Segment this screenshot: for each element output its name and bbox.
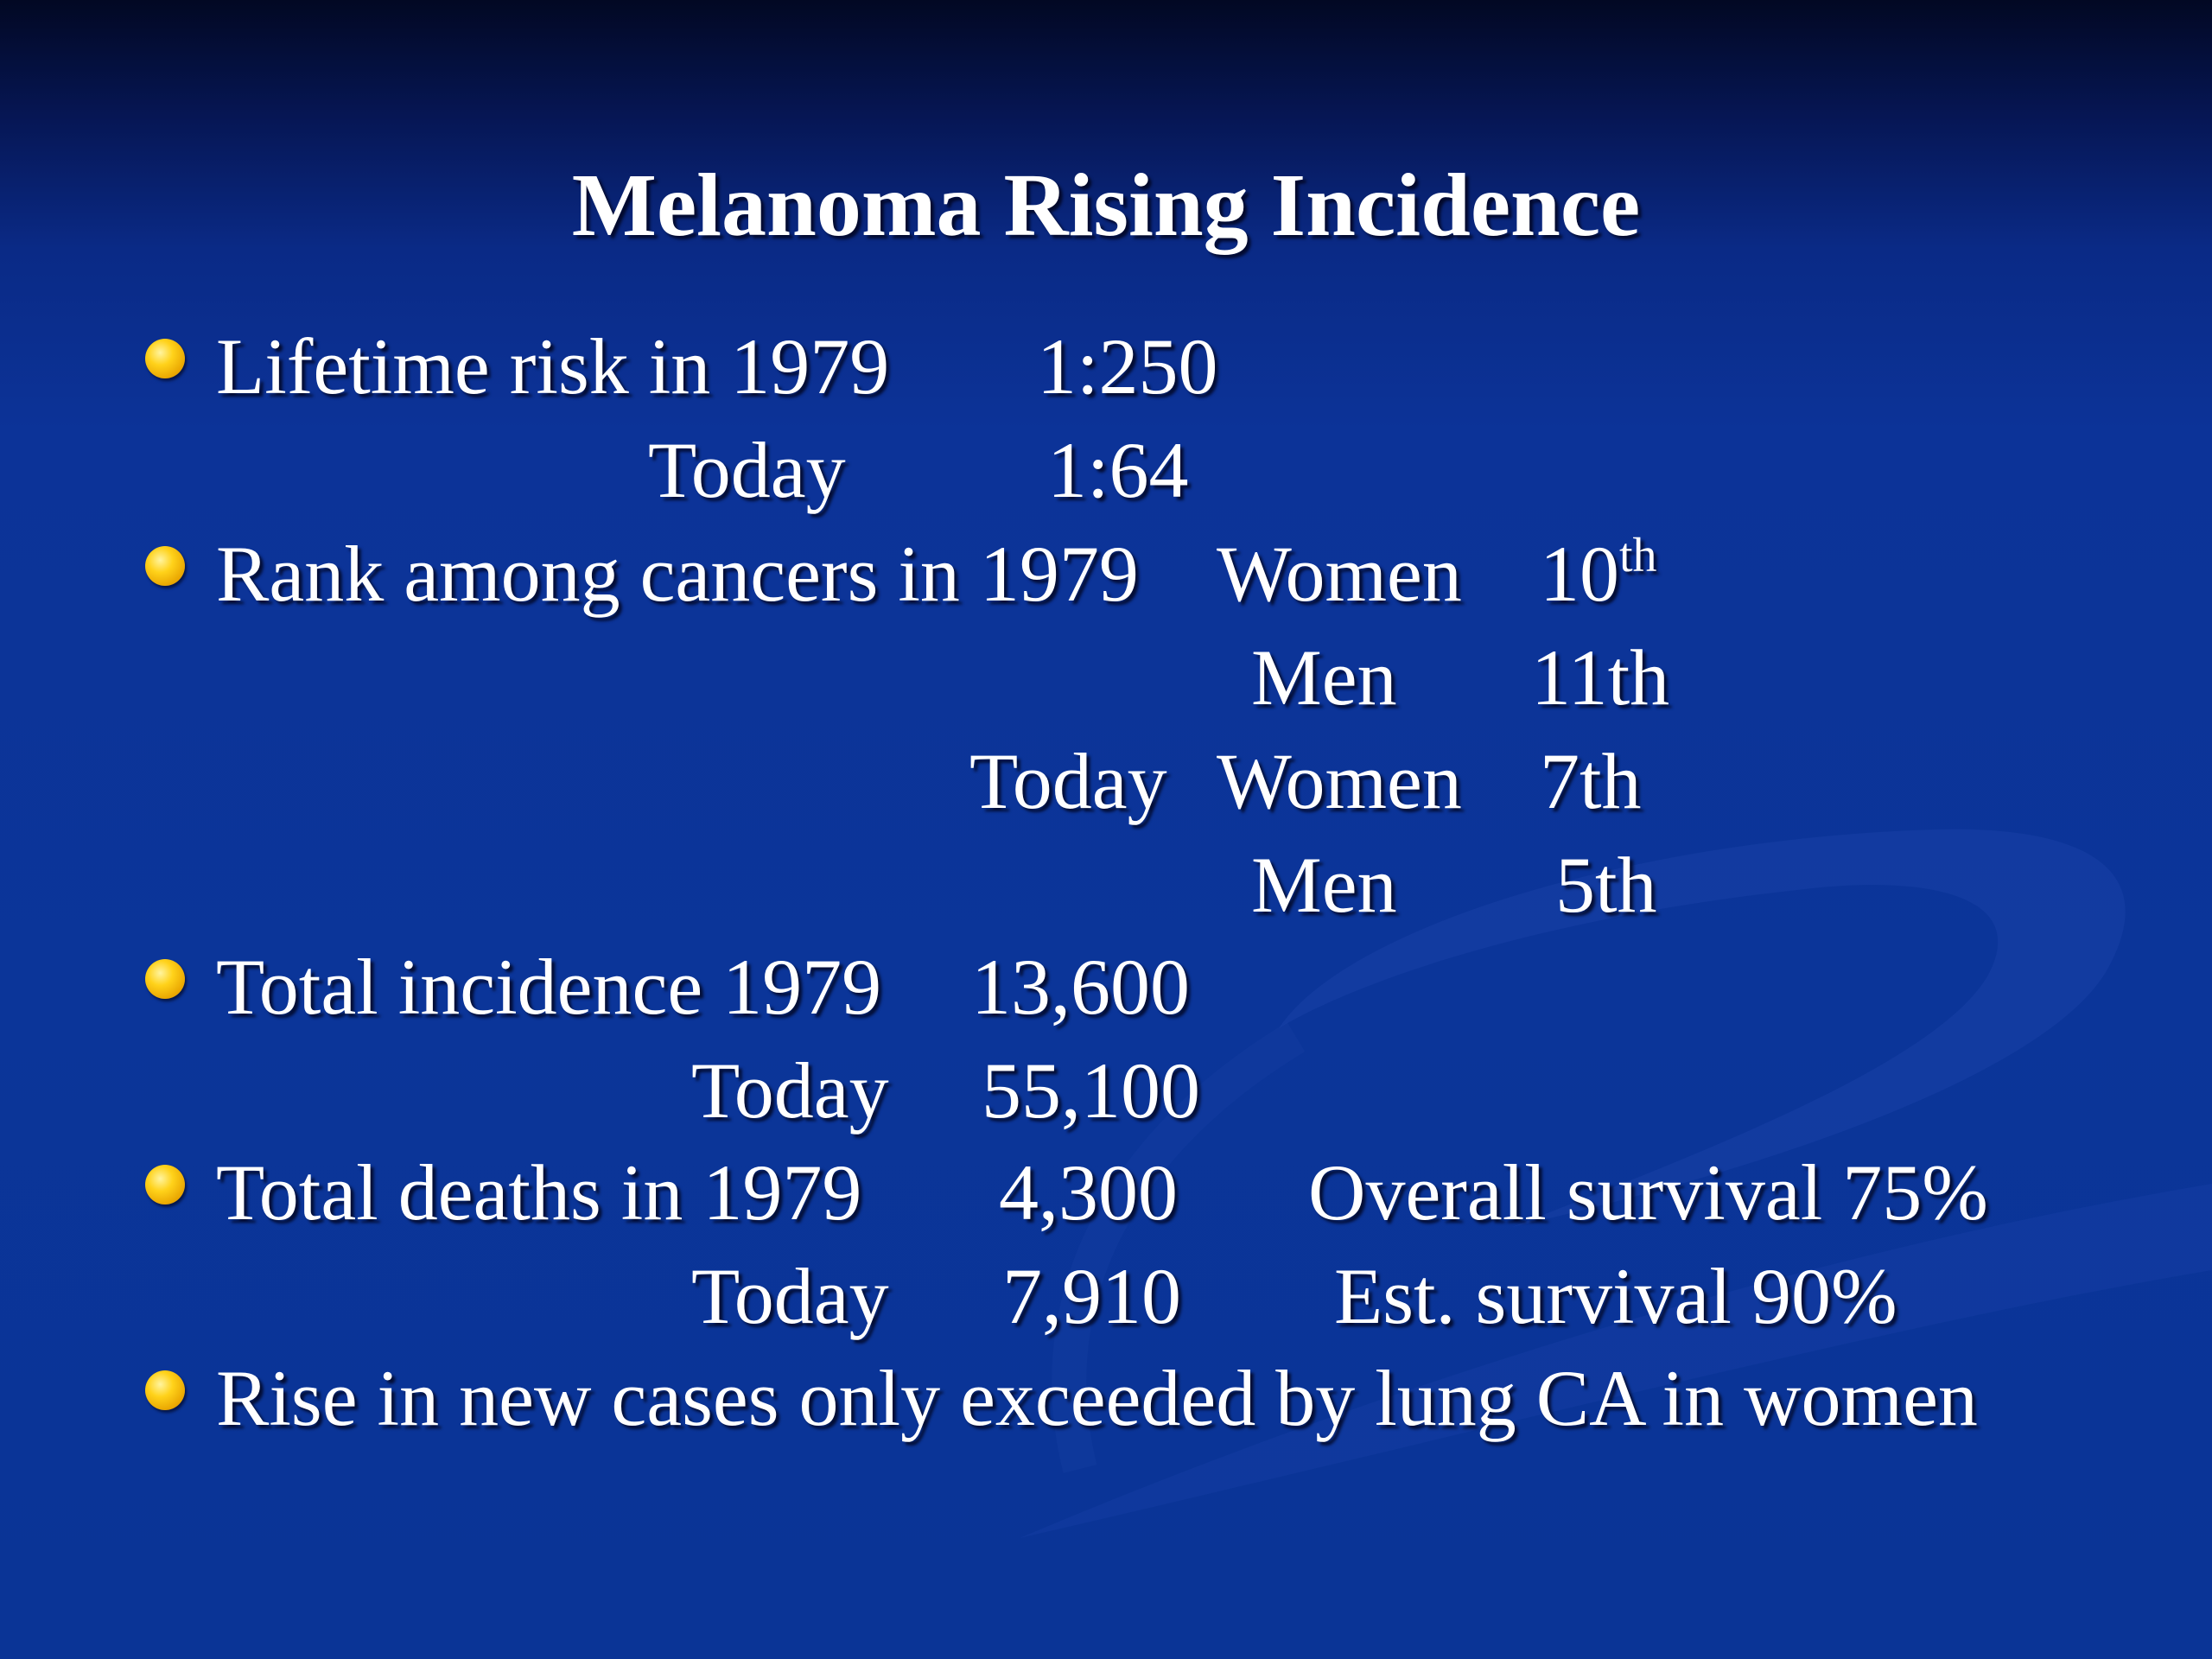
rank-today-men-group: Men [1251, 845, 1397, 925]
rank-label: Rank among cancers in 1979 [216, 534, 1139, 613]
rank-1979-women-value: 10th [1540, 534, 1657, 613]
deaths-label: Total deaths in 1979 [216, 1153, 861, 1232]
rise-new-cases-text: Rise in new cases only exceeded by lung … [216, 1358, 1978, 1438]
incidence-today-label: Today [691, 1051, 889, 1130]
bullet-icon [145, 1165, 185, 1205]
rank-1979-men-group: Men [1251, 638, 1397, 717]
incidence-today-value: 55,100 [982, 1051, 1200, 1130]
overall-survival-note: Overall survival 75% [1308, 1153, 1988, 1232]
bullet-icon [145, 546, 185, 586]
est-survival-note: Est. survival 90% [1334, 1256, 1897, 1336]
lifetime-risk-today-value: 1:64 [1047, 430, 1189, 510]
bullet-icon [145, 1370, 185, 1410]
rank-1979-women-group: Women [1217, 534, 1462, 613]
bullet-icon [145, 959, 185, 999]
rank-today-women-value: 7th [1540, 741, 1642, 821]
deaths-1979-value: 4,300 [999, 1153, 1178, 1232]
deaths-today-label: Today [691, 1256, 889, 1336]
incidence-label: Total incidence 1979 [216, 947, 881, 1027]
lifetime-risk-label: Lifetime risk in 1979 [216, 327, 889, 406]
rank-1979-men-value: 11th [1531, 638, 1669, 717]
lifetime-risk-1979-value: 1:250 [1037, 327, 1218, 406]
rank-today-label: Today [969, 741, 1167, 821]
bullet-icon [145, 339, 185, 378]
lifetime-risk-today-label: Today [648, 430, 846, 510]
slide-title: Melanoma Rising Incidence [0, 161, 2212, 251]
rank-today-men-value: 5th [1555, 845, 1657, 925]
rank-today-women-group: Women [1217, 741, 1462, 821]
incidence-1979-value: 13,600 [971, 947, 1190, 1027]
deaths-today-value: 7,910 [1002, 1256, 1181, 1336]
